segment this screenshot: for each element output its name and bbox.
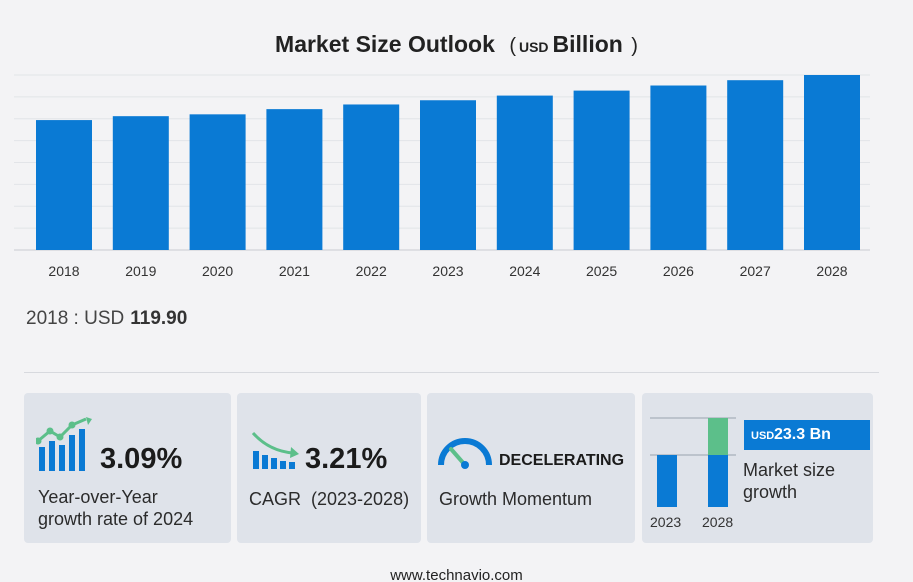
growth-label-line1: Market size <box>743 460 836 480</box>
bar-2019 <box>112 116 169 250</box>
yoy-label: Year-over-Year growth rate of 2024 <box>38 486 193 530</box>
x-tick-label-2020: 2020 <box>202 263 233 279</box>
x-tick-label-2024: 2024 <box>509 263 540 279</box>
decline-trend-icon <box>251 431 299 469</box>
speedometer-icon <box>438 438 492 469</box>
title-unit: Billion <box>552 31 623 57</box>
cagr-value: 3.21% <box>305 443 388 475</box>
momentum-card: DECELERATING Growth Momentum <box>427 393 635 543</box>
x-tick-label-2026: 2026 <box>663 263 694 279</box>
chart-title: Market Size Outlook (USD Billion ) <box>0 31 913 58</box>
bar-2021 <box>266 109 323 251</box>
momentum-label: Growth Momentum <box>439 489 593 509</box>
x-tick-label-2027: 2027 <box>740 263 771 279</box>
title-currency: USD <box>518 39 549 55</box>
bar-2028 <box>804 75 860 250</box>
growth-label-line2: growth <box>743 482 798 502</box>
title-paren-close: ) <box>631 35 638 57</box>
bar-2027 <box>727 80 784 251</box>
cagr-label: CAGR (2023-2028) <box>249 489 410 509</box>
yoy-value: 3.09% <box>100 443 183 475</box>
yoy-label-line2: growth rate of 2024 <box>38 509 194 529</box>
footer-url[interactable]: www.technavio.com <box>390 567 523 582</box>
growth-chart-icon <box>36 417 92 471</box>
x-tick-label-2028: 2028 <box>816 263 847 279</box>
growth-badge-currency: USD <box>751 430 775 442</box>
bar-2025 <box>573 90 630 250</box>
bar-2020 <box>189 114 246 250</box>
title-paren-open: ( <box>509 35 516 57</box>
chart-title-main: Market Size Outlook <box>275 31 495 57</box>
yoy-label-line1: Year-over-Year <box>38 487 158 507</box>
x-tick-label-2025: 2025 <box>586 263 617 279</box>
x-tick-label-2019: 2019 <box>125 263 156 279</box>
x-tick-label-2021: 2021 <box>279 263 310 279</box>
growth-year-start: 2023 <box>650 514 682 530</box>
divider <box>24 372 879 373</box>
growth-badge-value: 23.3 Bn <box>774 426 831 443</box>
bar-2026 <box>650 85 707 250</box>
bar-2023 <box>420 100 476 250</box>
bar-chart: 2018 2019 2020 2021 2022 2023 2024 2025 2026 2027… <box>14 74 870 279</box>
yoy-card: 3.09% Year-over-Year growth rate of 2024 <box>24 393 231 543</box>
bar-2018 <box>36 120 92 251</box>
x-tick-label-2022: 2022 <box>356 263 387 279</box>
growth-year-end: 2028 <box>702 514 734 530</box>
bar-2024 <box>496 95 553 251</box>
growth-card: 2023 2028 USD 23.3 Bn Market size growth <box>642 393 873 543</box>
base-year-value: 2018 : USD 119.90 <box>26 308 187 330</box>
x-tick-label-2023: 2023 <box>432 263 463 279</box>
growth-mini-chart <box>650 417 736 507</box>
x-tick-label-2018: 2018 <box>48 263 79 279</box>
growth-badge: USD 23.3 Bn <box>744 420 870 450</box>
momentum-value: DECELERATING <box>499 452 625 469</box>
base-year-label: 2018 : USD <box>26 308 125 329</box>
bar-2022 <box>343 104 400 250</box>
base-year-amount: 119.90 <box>130 308 188 329</box>
growth-label: Market size growth <box>743 459 835 503</box>
cagr-card: 3.21% CAGR (2023-2028) <box>237 393 421 543</box>
